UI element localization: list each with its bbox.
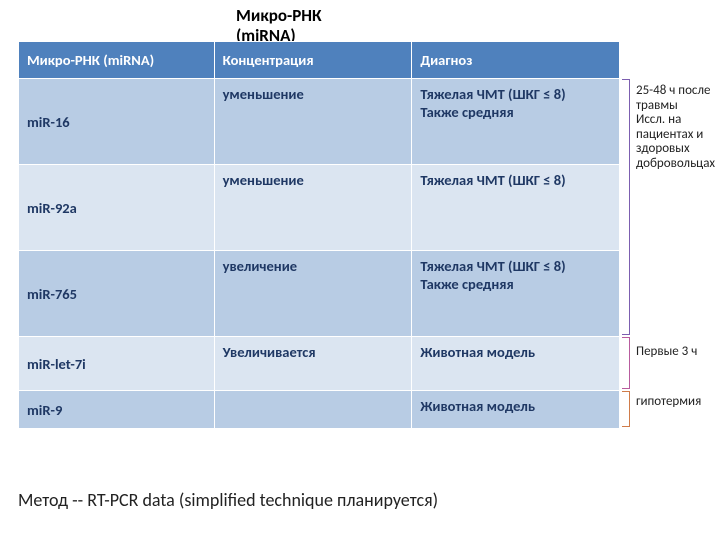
annotation-group1: 25-48 ч после травмыИссл. на пациентах и… bbox=[636, 84, 716, 171]
cell-mirna: miR-765 bbox=[19, 251, 215, 337]
cell-mirna: miR-16 bbox=[19, 79, 215, 165]
annotation-group3: гипотермия bbox=[636, 395, 716, 410]
cell-concentration: уменьшение bbox=[214, 79, 412, 165]
col-header-concentration: Концентрация bbox=[214, 42, 412, 79]
cell-mirna: miR-9 bbox=[19, 391, 215, 429]
mirna-table: Микро-РНК (miRNA) Концентрация Диагноз m… bbox=[18, 41, 620, 429]
table-header-row: Микро-РНК (miRNA) Концентрация Диагноз bbox=[19, 42, 620, 79]
annotation-group2: Первые 3 ч bbox=[636, 345, 716, 360]
col-header-mirna: Микро-РНК (miRNA) bbox=[19, 42, 215, 79]
cell-mirna: miR-let-7i bbox=[19, 337, 215, 391]
footer-note: Метод -- RT-PCR data (simplified techniq… bbox=[18, 490, 538, 512]
table-row: miR-16 уменьшение Тяжелая ЧМТ (ШКГ ≤ 8)Т… bbox=[19, 79, 620, 165]
cell-concentration: Увеличивается bbox=[214, 337, 412, 391]
table-row: miR-let-7i Увеличивается Животная модель bbox=[19, 337, 620, 391]
cell-diagnosis: Животная модель bbox=[412, 337, 620, 391]
cell-concentration: уменьшение bbox=[214, 165, 412, 251]
table-row: miR-9 Животная модель bbox=[19, 391, 620, 429]
slide-title: Микро-РНК (miRNA) bbox=[236, 6, 376, 45]
bracket-group1 bbox=[622, 79, 630, 335]
cell-diagnosis: Тяжелая ЧМТ (ШКГ ≤ 8)Также средняя bbox=[412, 79, 620, 165]
bracket-group2 bbox=[622, 337, 630, 389]
cell-concentration: увеличение bbox=[214, 251, 412, 337]
cell-mirna: miR-92a bbox=[19, 165, 215, 251]
bracket-group3 bbox=[622, 391, 630, 427]
table-row: miR-92a уменьшение Тяжелая ЧМТ (ШКГ ≤ 8) bbox=[19, 165, 620, 251]
table-row: miR-765 увеличение Тяжелая ЧМТ (ШКГ ≤ 8)… bbox=[19, 251, 620, 337]
cell-diagnosis: Тяжелая ЧМТ (ШКГ ≤ 8) bbox=[412, 165, 620, 251]
cell-diagnosis: Животная модель bbox=[412, 391, 620, 429]
cell-diagnosis: Тяжелая ЧМТ (ШКГ ≤ 8)Также средняя bbox=[412, 251, 620, 337]
cell-concentration bbox=[214, 391, 412, 429]
col-header-diagnosis: Диагноз bbox=[412, 42, 620, 79]
